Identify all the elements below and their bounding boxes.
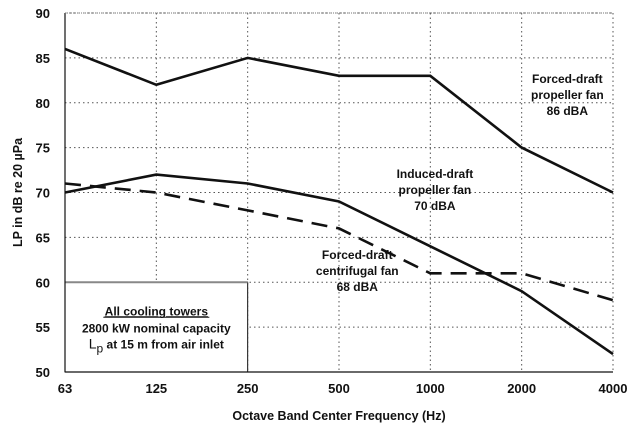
x-axis-label: Octave Band Center Frequency (Hz)	[232, 409, 445, 423]
x-tick-label: 4000	[599, 381, 628, 396]
lp-distance-text: at 15 m from air inlet	[103, 337, 224, 351]
series-annotation-line: 68 dBA	[337, 280, 379, 294]
x-tick-label: 125	[145, 381, 167, 396]
y-axis-label: LP in dB re 20 µPa	[11, 137, 25, 247]
x-tick-label: 500	[328, 381, 350, 396]
info-box-distance: Lp at 15 m from air inlet	[89, 335, 224, 355]
info-box-title: All cooling towers	[105, 304, 209, 318]
series-line-3	[64, 182, 614, 302]
y-tick-label: 75	[36, 141, 50, 156]
series-annotation-line: propeller fan	[531, 88, 604, 102]
series-annotation-line: Forced-draft	[532, 72, 603, 86]
series-line-1	[64, 47, 614, 194]
x-tick-label: 1000	[416, 381, 445, 396]
info-box-capacity: 2800 kW nominal capacity	[82, 321, 231, 335]
series-annotation-line: centrifugal fan	[316, 264, 399, 278]
x-tick-label: 250	[237, 381, 259, 396]
info-box: All cooling towers 2800 kW nominal capac…	[64, 281, 249, 373]
y-tick-label: 60	[36, 275, 50, 290]
y-tick-labels: 50 55 60 65 70 75 80 85 90	[36, 6, 50, 380]
lp-symbol: L	[89, 335, 97, 351]
series-annotation-line: propeller fan	[399, 183, 472, 197]
series-annotation-line: 70 dBA	[414, 199, 456, 213]
series-annotations: Forced-draft propeller fan 86 dBA Induced-d…	[316, 72, 604, 294]
series-annotation-line: Forced-draft	[322, 248, 393, 262]
plot-frame	[64, 12, 613, 373]
series-line-2	[64, 173, 614, 356]
y-tick-label: 55	[36, 320, 50, 335]
series-lines	[64, 47, 614, 356]
series-annotation-line: 86 dBA	[547, 104, 589, 118]
x-tick-labels: 63 125 250 500 1000 2000 4000	[58, 381, 628, 396]
x-tick-label: 2000	[507, 381, 536, 396]
y-tick-label: 70	[36, 186, 50, 201]
y-tick-label: 85	[36, 51, 50, 66]
y-tick-label: 65	[36, 230, 50, 245]
y-tick-label: 80	[36, 96, 50, 111]
y-tick-label: 50	[36, 365, 50, 380]
y-tick-label: 90	[36, 6, 50, 21]
series-annotation-line: Induced-draft	[397, 167, 474, 181]
x-tick-label: 63	[58, 381, 72, 396]
lp-subscript: p	[97, 341, 104, 355]
